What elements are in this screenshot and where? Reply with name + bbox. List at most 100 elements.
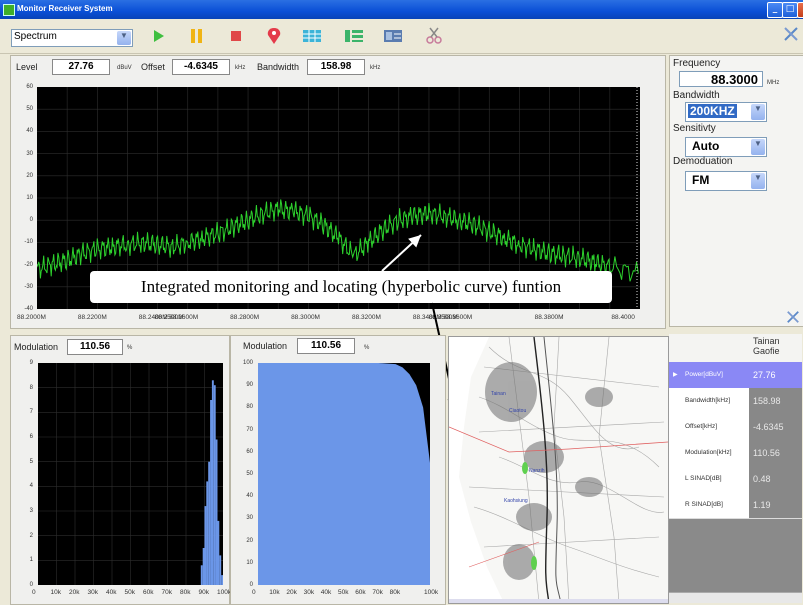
histogram-bar <box>210 400 212 585</box>
level-unit: dBuV <box>117 65 132 71</box>
x-tick-label: 88.3000M <box>291 314 320 321</box>
table-row[interactable]: Bandwidth[kHz] 158.98 <box>669 388 802 415</box>
x-tick-label: 0 <box>252 589 256 596</box>
y-tick-label: 10 <box>246 559 253 566</box>
play-icon[interactable] <box>149 27 169 45</box>
y-tick-label: 1 <box>29 557 33 564</box>
y-tick-label: 8 <box>29 384 33 391</box>
minimize-button[interactable]: _ <box>767 2 783 18</box>
y-tick-label: 4 <box>29 483 33 490</box>
close-button[interactable] <box>797 2 803 18</box>
y-tick-label: 0 <box>29 582 33 588</box>
chevron-down-icon: ▼ <box>751 173 765 189</box>
y-tick-label: 50 <box>26 106 33 113</box>
maximize-button[interactable]: □ <box>782 2 798 18</box>
histogram-plot <box>38 363 223 585</box>
modulation-right-unit: % <box>364 345 370 351</box>
table-cell-value: 158.98 <box>749 388 802 414</box>
bandwidth-selected-value: 200KHZ <box>688 104 737 118</box>
x-tick-label: 80k <box>389 589 401 596</box>
y-tick-label: 30 <box>26 150 33 157</box>
histogram-bar <box>221 575 223 585</box>
bandwidth-setting-label: Bandwidth <box>673 90 720 101</box>
bandwidth-dropdown[interactable]: 200KHZ ▼ <box>685 102 767 122</box>
chart-view-icon[interactable] <box>383 27 403 45</box>
x-tick-label: 88.3400M <box>412 314 442 321</box>
table-row[interactable]: R SINAD[dB] 1.19 <box>669 492 802 519</box>
y-tick-label: 9 <box>29 360 33 366</box>
settings-panel <box>669 55 803 327</box>
x-tick-label: 30k <box>303 589 315 596</box>
table-cell-value: 27.76 <box>749 362 802 388</box>
frequency-input[interactable]: 88.3000 <box>679 71 763 87</box>
map-panel[interactable]: Tainan Ciaotou Nanzih Kaohsiung <box>448 336 669 604</box>
y-tick-label: 20 <box>246 537 253 544</box>
x-tick-label: 100k <box>424 589 439 596</box>
y-tick-label: 0 <box>249 582 253 588</box>
y-tick-label: 3 <box>29 508 33 514</box>
x-tick-label: 88.2400M <box>138 314 168 321</box>
table-scrollbar[interactable] <box>669 592 802 603</box>
scissors-icon[interactable] <box>424 27 444 45</box>
offset-unit: kHz <box>235 65 246 71</box>
bandwidth-label: Bandwidth <box>257 62 300 72</box>
level-value: 27.76 <box>52 59 110 75</box>
y-tick-label: 5 <box>29 458 33 465</box>
pause-icon[interactable] <box>186 27 206 45</box>
modulation-right-value: 110.56 <box>297 338 355 354</box>
row-pointer-icon: ▶ <box>673 372 678 378</box>
y-tick-label: 60 <box>246 448 253 455</box>
x-tick-label: 88.4000 <box>611 314 635 321</box>
window-title: Monitor Receiver System <box>17 4 113 13</box>
modulation-left-unit: % <box>127 345 133 351</box>
map-label-kaohsiung: Kaohsiung <box>504 498 528 504</box>
histogram-bar <box>211 380 214 585</box>
table-row[interactable]: Power[dBuV] ▶ 27.76 <box>669 362 802 389</box>
x-tick-label: 20k <box>69 589 80 596</box>
stop-icon[interactable] <box>226 27 246 45</box>
y-tick-label: 80 <box>246 404 253 411</box>
grid-view-icon[interactable] <box>302 27 322 45</box>
sensitivity-value: Auto <box>692 139 720 153</box>
x-tick-label: 80k <box>180 589 191 596</box>
mode-dropdown[interactable]: Spectrum ▼ <box>11 29 133 47</box>
tools-icon[interactable] <box>786 310 800 324</box>
y-tick-label: 60 <box>26 84 33 90</box>
y-tick-label: 30 <box>246 515 253 522</box>
y-tick-label: -30 <box>24 283 33 290</box>
table-cell-value: 110.56 <box>749 440 802 466</box>
map-scrollbar[interactable] <box>449 599 668 603</box>
annotation-callout: Integrated monitoring and locating (hype… <box>90 271 612 303</box>
table-row[interactable]: L SINAD[dB] 0.48 <box>669 466 802 493</box>
x-tick-label: 88.2200M <box>77 314 107 321</box>
cumulative-chart <box>258 363 430 585</box>
x-tick-label: 10k <box>269 589 280 596</box>
x-tick-label: 70k <box>372 589 383 596</box>
y-tick-label: 2 <box>29 532 33 539</box>
demodulation-dropdown[interactable]: FM ▼ <box>685 171 767 191</box>
y-tick-label: 20 <box>26 172 33 179</box>
x-tick-label: 88.3200M <box>351 314 381 321</box>
table-cell-value: 1.19 <box>749 492 802 518</box>
y-tick-label: 6 <box>29 434 33 440</box>
x-tick-label: 60k <box>143 589 154 596</box>
location-pin-icon[interactable] <box>264 27 284 45</box>
histogram-bar <box>219 555 222 585</box>
table-corner <box>669 334 749 362</box>
x-tick-label: 88.2800M <box>230 314 260 321</box>
tools-icon[interactable] <box>783 26 799 42</box>
list-view-icon[interactable] <box>344 27 364 45</box>
x-tick-label: 90k <box>198 589 209 596</box>
street-map[interactable]: Tainan Ciaotou Nanzih Kaohsiung <box>449 337 668 603</box>
table-header-station: Tainan Gaofie <box>749 334 802 362</box>
table-row[interactable]: Offset[kHz] -4.6345 <box>669 414 802 441</box>
histogram-chart <box>38 363 223 585</box>
x-tick-label: 20k <box>286 589 297 596</box>
chevron-down-icon: ▼ <box>117 31 131 45</box>
histogram-bar <box>217 520 220 585</box>
sensitivity-dropdown[interactable]: Auto ▼ <box>685 137 767 157</box>
table-row[interactable]: Modulation[kHz] 110.56 <box>669 440 802 467</box>
cumulative-plot <box>258 363 430 585</box>
frequency-unit: MHz <box>767 80 780 86</box>
demodulation-label: Demoduation <box>673 156 733 167</box>
